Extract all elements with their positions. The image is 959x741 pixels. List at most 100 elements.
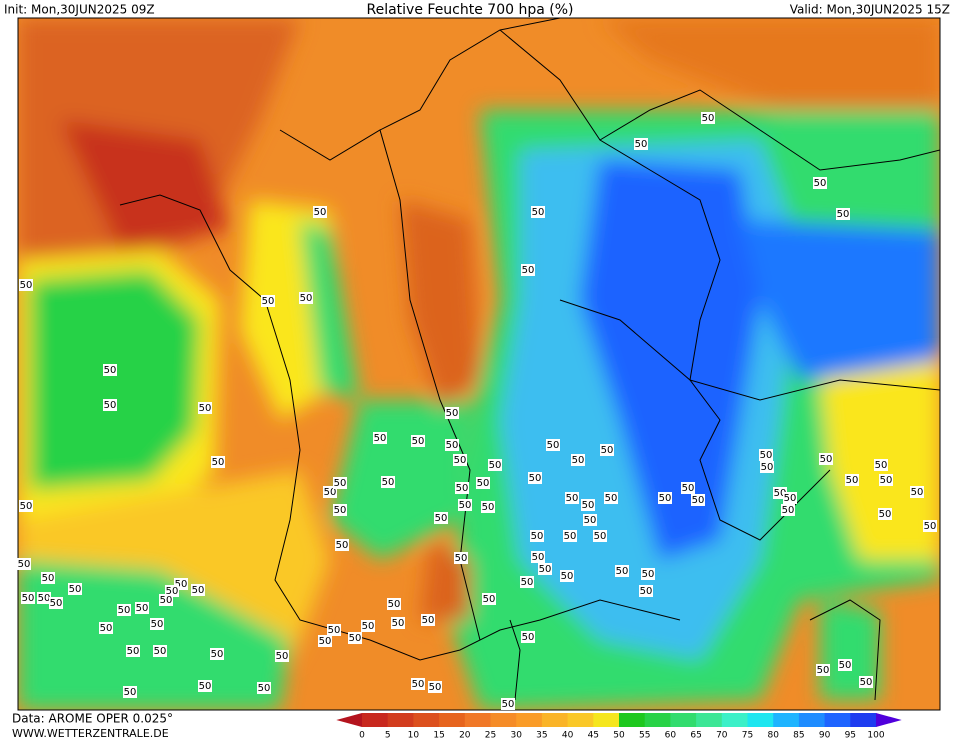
contour-label: 50 — [692, 495, 705, 506]
colorbar-segment — [516, 713, 543, 727]
label-box — [117, 604, 131, 616]
label-box — [604, 492, 618, 504]
contour-label: 50 — [118, 605, 131, 616]
contour-label: 50 — [104, 365, 117, 376]
colorbar-segment — [362, 713, 389, 727]
contour-label: 50 — [459, 500, 472, 511]
contour-label: 50 — [774, 488, 787, 499]
contour-label: 50 — [924, 521, 937, 532]
label-box — [458, 499, 472, 511]
colorbar-tick-label: 35 — [536, 731, 547, 741]
contour-label: 50 — [522, 632, 535, 643]
contour-label: 50 — [702, 113, 715, 124]
label-box — [454, 552, 468, 564]
contour-label: 50 — [300, 293, 313, 304]
contour-label: 50 — [566, 493, 579, 504]
label-box — [381, 476, 395, 488]
contour-label: 50 — [482, 502, 495, 513]
contour-label: 50 — [69, 584, 82, 595]
colorbar-segment — [824, 713, 851, 727]
label-box — [910, 486, 924, 498]
contour-label: 50 — [761, 462, 774, 473]
contour-label: 50 — [151, 619, 164, 630]
label-box — [691, 494, 705, 506]
map-frame — [17, 17, 941, 711]
colorbar-tick-label: 70 — [716, 731, 728, 741]
contour-label: 50 — [616, 566, 629, 577]
label-box — [501, 698, 515, 710]
label-box — [210, 648, 224, 660]
label-box — [153, 645, 167, 657]
label-box — [335, 539, 349, 551]
label-box — [565, 492, 579, 504]
contour-label: 50 — [50, 598, 63, 609]
contour-label: 50 — [18, 559, 31, 570]
label-box — [531, 551, 545, 563]
contour-label: 50 — [362, 621, 375, 632]
label-box — [191, 584, 205, 596]
contour-label: 50 — [276, 651, 289, 662]
label-box — [879, 474, 893, 486]
contour-label: 50 — [839, 660, 852, 671]
colorbar-tick-label: 80 — [767, 731, 779, 741]
label-box — [411, 678, 425, 690]
contour-label: 50 — [127, 646, 140, 657]
colorbar-arrow — [336, 713, 362, 727]
contour-label: 50 — [258, 683, 271, 694]
colorbar-tick-label: 75 — [742, 731, 753, 741]
contour-label: 50 — [605, 493, 618, 504]
contour-label: 50 — [349, 633, 362, 644]
contour-label: 50 — [584, 515, 597, 526]
label-box — [411, 435, 425, 447]
colorbar-tick-label: 60 — [665, 731, 677, 741]
colorbar-segment — [387, 713, 414, 727]
label-box — [99, 622, 113, 634]
contour-label: 50 — [539, 564, 552, 575]
label-box — [520, 576, 534, 588]
contour-label: 50 — [814, 178, 827, 189]
label-box — [198, 402, 212, 414]
contour-label: 50 — [446, 408, 459, 419]
contour-label: 50 — [166, 586, 179, 597]
label-box — [531, 206, 545, 218]
contour-label: 50 — [38, 593, 51, 604]
label-box — [445, 407, 459, 419]
label-box — [760, 461, 774, 473]
label-box — [211, 456, 225, 468]
colorbar-segment — [696, 713, 723, 727]
contour-label: 50 — [211, 649, 224, 660]
contour-label: 50 — [760, 450, 773, 461]
contour-label: 50 — [422, 615, 435, 626]
contour-label: 50 — [42, 573, 55, 584]
contour-label: 50 — [374, 433, 387, 444]
contour-label: 50 — [192, 585, 205, 596]
colorbar-tick-label: 55 — [639, 731, 650, 741]
label-box — [455, 482, 469, 494]
colorbar-tick-label: 30 — [510, 731, 522, 741]
label-box — [135, 602, 149, 614]
label-box — [476, 477, 490, 489]
contour-label: 50 — [640, 586, 653, 597]
colorbar-segment — [439, 713, 466, 727]
label-box — [318, 635, 332, 647]
contour-label: 50 — [446, 440, 459, 451]
contour-label: 50 — [412, 679, 425, 690]
label-box — [560, 570, 574, 582]
contour-label: 50 — [412, 436, 425, 447]
contour-label: 50 — [314, 207, 327, 218]
contour-label: 50 — [837, 209, 850, 220]
label-box — [571, 454, 585, 466]
contour-label: 50 — [782, 505, 795, 516]
contour-label: 50 — [879, 509, 892, 520]
colorbar-tick-label: 5 — [385, 731, 391, 741]
label-box — [299, 292, 313, 304]
label-box — [845, 474, 859, 486]
label-box — [600, 444, 614, 456]
contour-label: 50 — [454, 455, 467, 466]
label-box — [488, 459, 502, 471]
contour-label: 50 — [429, 682, 442, 693]
label-box — [275, 650, 289, 662]
contour-label: 50 — [594, 531, 607, 542]
colorbar-segment — [567, 713, 594, 727]
label-box — [19, 279, 33, 291]
